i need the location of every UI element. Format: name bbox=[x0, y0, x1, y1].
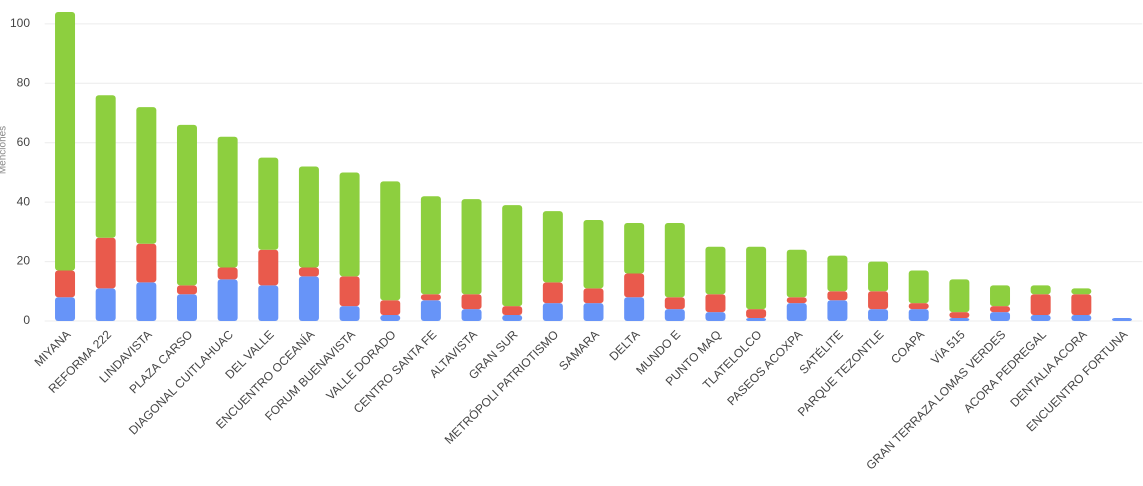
bar-segment bbox=[868, 291, 889, 310]
bar-segment bbox=[136, 243, 157, 283]
bar-segment bbox=[461, 309, 482, 321]
y-tick-label: 60 bbox=[17, 135, 31, 149]
bar-segment bbox=[827, 255, 848, 292]
bar-segment bbox=[827, 291, 848, 301]
bar-segment bbox=[583, 288, 604, 304]
bar-segment bbox=[1030, 294, 1051, 316]
bar-segment bbox=[786, 249, 807, 298]
bar-segment bbox=[990, 306, 1011, 313]
bar-segment bbox=[664, 222, 685, 298]
y-tick-label: 40 bbox=[17, 194, 31, 208]
x-tick-label: VÍA 515 bbox=[927, 327, 968, 368]
bar-segment bbox=[949, 279, 970, 313]
x-tick-label: VALLE DORADO bbox=[323, 327, 398, 402]
bar-segment bbox=[339, 276, 360, 307]
bar-segment bbox=[1030, 285, 1051, 295]
bar-segment bbox=[746, 246, 767, 310]
bar-segment bbox=[176, 294, 197, 321]
bar-segment bbox=[746, 318, 767, 321]
bar-segment bbox=[461, 199, 482, 295]
bar-segment bbox=[827, 300, 848, 321]
bar-segment bbox=[258, 249, 279, 286]
y-tick-label: 100 bbox=[10, 16, 30, 30]
bar-segment bbox=[1071, 288, 1092, 295]
bar-segment bbox=[55, 297, 76, 321]
bar-segment bbox=[624, 273, 645, 298]
bar-segment bbox=[542, 211, 563, 283]
x-tick-label: COAPA bbox=[888, 327, 927, 366]
y-tick-label: 20 bbox=[17, 254, 31, 268]
bar-segment bbox=[420, 300, 441, 321]
x-tick-label: DELTA bbox=[607, 327, 643, 363]
y-tick-label: 80 bbox=[17, 75, 31, 89]
bar-segment bbox=[705, 312, 726, 321]
bar-segment bbox=[502, 205, 523, 307]
bar-segment bbox=[55, 270, 76, 298]
bar-segment bbox=[176, 124, 197, 286]
bar-segment bbox=[664, 309, 685, 321]
bar-segment bbox=[298, 166, 319, 268]
bar-segment bbox=[176, 285, 197, 295]
bar-segment bbox=[95, 237, 116, 289]
bar-segment bbox=[868, 261, 889, 292]
bar-segment bbox=[542, 303, 563, 321]
bar-segment bbox=[786, 303, 807, 321]
bar-segment bbox=[258, 285, 279, 321]
bar-segment bbox=[949, 312, 970, 319]
bar-segment bbox=[542, 282, 563, 304]
bar-segment bbox=[217, 136, 238, 268]
bar-segment bbox=[1111, 318, 1132, 321]
bar-segment bbox=[380, 181, 401, 301]
bar-segment bbox=[339, 306, 360, 321]
bar-segment bbox=[1071, 294, 1092, 316]
bar-segment bbox=[1071, 315, 1092, 321]
x-tick-label: DENTALIA ACORA bbox=[1007, 327, 1089, 409]
bar-segment bbox=[217, 279, 238, 321]
bar-segment bbox=[461, 294, 482, 310]
bar-segment bbox=[298, 267, 319, 277]
bar-segment bbox=[868, 309, 889, 321]
bar-segment bbox=[1030, 315, 1051, 321]
bar-segment bbox=[380, 315, 401, 321]
bar-segment bbox=[95, 95, 116, 238]
bar-segment bbox=[339, 172, 360, 277]
bar-segment bbox=[217, 267, 238, 280]
bar-segment bbox=[136, 282, 157, 321]
bar-segment bbox=[55, 12, 76, 271]
x-tick-label: SAMARA bbox=[556, 327, 602, 373]
bar-segment bbox=[380, 300, 401, 316]
bar-segment bbox=[908, 270, 929, 304]
bar-segment bbox=[746, 309, 767, 319]
bar-segment bbox=[990, 312, 1011, 321]
bar-segment bbox=[420, 294, 441, 301]
bar-segment bbox=[502, 306, 523, 316]
bar-segment bbox=[624, 222, 645, 274]
bar-segment bbox=[136, 107, 157, 244]
bar-segment bbox=[908, 309, 929, 321]
x-tick-label: MIYANA bbox=[32, 327, 74, 369]
bar-segment bbox=[705, 294, 726, 313]
bar-segment bbox=[949, 318, 970, 321]
bar-segment bbox=[258, 157, 279, 250]
bar-segment bbox=[705, 246, 726, 295]
bar-segment bbox=[95, 288, 116, 321]
bar-segment bbox=[583, 219, 604, 289]
x-tick-label: PASEOS ACOXPA bbox=[724, 327, 805, 408]
bar-segment bbox=[786, 297, 807, 304]
bar-segment bbox=[420, 196, 441, 295]
bar-segment bbox=[664, 297, 685, 310]
bar-segment bbox=[502, 315, 523, 321]
y-tick-label: 0 bbox=[23, 313, 30, 327]
bar-segment bbox=[298, 276, 319, 321]
y-axis-title: Menciones bbox=[0, 126, 9, 174]
bar-segment bbox=[908, 303, 929, 310]
bar-segment bbox=[990, 285, 1011, 307]
bar-segment bbox=[624, 297, 645, 321]
bar-segment bbox=[583, 303, 604, 321]
